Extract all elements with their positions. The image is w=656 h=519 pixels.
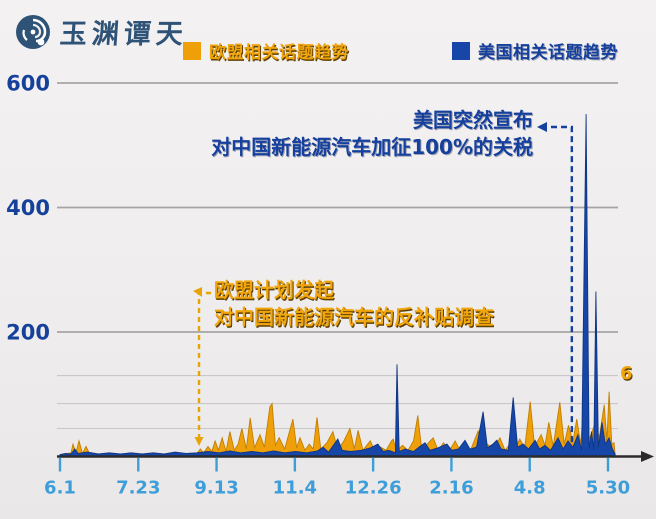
legend-label-eu: 欧盟相关话题趋势 [209, 43, 349, 63]
annotation-eu-probe: 欧盟计划发起 对中国新能源汽车的反补贴调查 [214, 277, 494, 331]
us-series-area [59, 114, 616, 457]
annotation-us-line2: 对中国新能源汽车加征100%的关税 [211, 135, 533, 159]
y-tick-label: 200 [6, 321, 50, 345]
us-event-connector [541, 125, 574, 449]
legend-item-eu: 欧盟相关话题趋势 [183, 38, 349, 63]
x-axis-arrowhead [641, 451, 654, 462]
x-tick-label: 6.1 [44, 478, 76, 499]
x-tick-label: 11.4 [273, 478, 317, 499]
y-tick-label: 400 [6, 196, 50, 220]
annotation-us-tariff: 美国突然宣布 对中国新能源汽车加征100%的关税 [211, 107, 533, 161]
annotation-eu-line2: 对中国新能源汽车的反补贴调查 [214, 305, 494, 329]
logo: 玉渊谭天 [14, 12, 189, 51]
eu-connector-down-arrowhead [194, 437, 204, 446]
x-tick-label: 12.26 [345, 478, 402, 499]
us-legend-swatch [452, 41, 470, 60]
us-connector-arrowhead [537, 122, 547, 132]
eu-legend-swatch [183, 41, 201, 60]
right-axis-label: 6 [620, 363, 633, 384]
eu-connector-left-arrowhead [193, 287, 203, 297]
annotation-eu-line1: 欧盟计划发起 [214, 278, 334, 302]
eu-event-connector [197, 291, 211, 437]
y-tick-label: 600 [6, 72, 50, 96]
x-tick-label: 2.16 [429, 478, 473, 499]
annotation-us-line1: 美国突然宣布 [413, 108, 533, 132]
legend-item-us: 美国相关话题趋势 [452, 38, 618, 63]
legend-label-us: 美国相关话题趋势 [478, 43, 618, 63]
x-tick-label: 5.30 [586, 478, 630, 499]
x-tick-label: 7.23 [116, 478, 160, 499]
whirlpool-logo-icon [16, 14, 50, 49]
x-tick-label: 9.13 [194, 478, 238, 499]
x-tick-label: 4.8 [514, 478, 546, 499]
